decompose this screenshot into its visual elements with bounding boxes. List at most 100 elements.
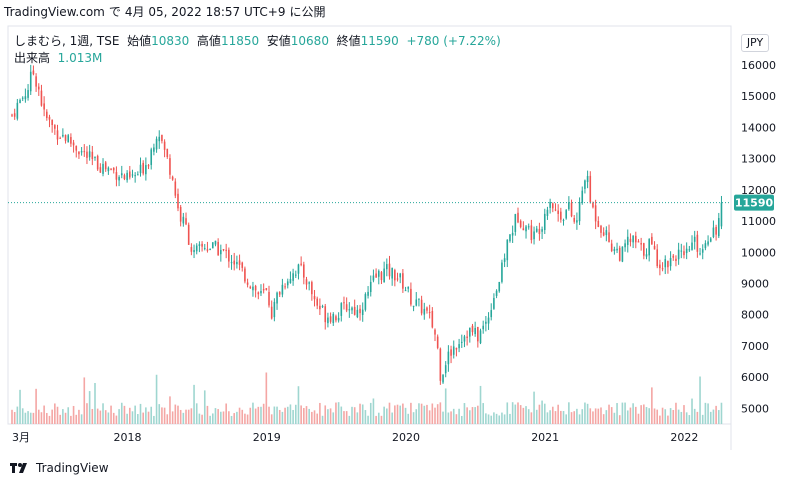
candle-body [163, 141, 166, 150]
volume-bar [444, 388, 447, 424]
candle-body [70, 137, 72, 144]
candle-body [680, 250, 683, 252]
currency-button[interactable]: JPY [741, 34, 769, 52]
candle-body [300, 263, 302, 265]
volume-bar [88, 391, 91, 424]
volume-bar [490, 415, 493, 424]
candle-body [80, 151, 83, 153]
candle-body [487, 317, 490, 324]
volume-bar [693, 408, 696, 424]
volume-bar [343, 411, 345, 424]
volume-bar [701, 414, 704, 424]
volume-bar [278, 409, 281, 424]
volume-bar [383, 406, 385, 424]
volume-bar [324, 405, 327, 424]
candle-body [517, 212, 519, 223]
volume-bar [677, 409, 680, 424]
open-label: 始値 [127, 34, 152, 48]
volume-bar [142, 412, 144, 424]
volume-bar [487, 414, 490, 424]
volume-bar [319, 402, 321, 424]
volume-bar [284, 407, 286, 424]
volume-bar [527, 409, 530, 424]
volume-bar [503, 414, 506, 424]
candle-body [56, 130, 59, 140]
candle-body [605, 230, 608, 236]
volume-bar [479, 385, 482, 424]
candle-body [503, 258, 506, 262]
candle-body [709, 238, 712, 242]
x-tick-label: 2018 [114, 431, 142, 444]
candle-body [509, 234, 511, 242]
volume-bar [353, 407, 356, 424]
volume-bar [27, 411, 29, 424]
candle-body [562, 219, 565, 221]
volume-bar [217, 409, 219, 424]
volume-bar [11, 409, 13, 424]
candle-body [608, 232, 610, 243]
volume-bar [380, 415, 383, 424]
volume-bar [270, 414, 273, 424]
volume-bar [187, 409, 190, 424]
volume-bar [367, 415, 369, 424]
x-tick-label: 2022 [670, 431, 698, 444]
volume-bar [286, 406, 289, 424]
candle-body [677, 249, 680, 260]
candle-body [359, 308, 361, 314]
volume-bar [206, 405, 209, 424]
volume-bar [656, 409, 659, 424]
volume-bar [436, 404, 439, 424]
candle-body [353, 306, 356, 315]
candle-body [40, 90, 43, 106]
volume-bar [463, 403, 466, 424]
low-value: 10680 [290, 34, 329, 48]
candle-body [230, 262, 233, 264]
candle-body [16, 102, 19, 119]
candle-body [179, 207, 182, 222]
volume-bar [485, 413, 487, 424]
volume-bar [578, 414, 581, 424]
volume-bar [316, 413, 319, 424]
volume-bar [717, 410, 720, 424]
volume-bar [412, 412, 415, 424]
candle-body [388, 263, 391, 277]
volume-bar [626, 410, 629, 424]
volume-bar [391, 412, 393, 424]
candle-body [375, 273, 377, 278]
candle-body [565, 210, 567, 219]
volume-bar [426, 404, 428, 424]
volume-bar [541, 400, 543, 424]
volume-bar [59, 414, 61, 424]
candle-body [455, 347, 458, 350]
candle-body [131, 174, 134, 176]
candle-body [391, 267, 393, 279]
candle-body [511, 232, 514, 236]
volume-bar [276, 406, 278, 424]
volume-bar [43, 405, 45, 424]
volume-bar [394, 405, 396, 424]
volume-bar [501, 412, 503, 424]
candle-body [112, 167, 115, 171]
footer-brand[interactable]: TradingView [10, 458, 109, 478]
volume-bar [560, 410, 562, 424]
volume-bar [110, 405, 112, 424]
candle-body [254, 285, 257, 291]
close-value: 11590 [360, 34, 399, 48]
volume-bar [128, 407, 131, 424]
candle-body [482, 325, 484, 330]
candle-body [313, 296, 316, 300]
volume-bar [372, 398, 375, 424]
candle-body [86, 151, 88, 158]
candle-body [83, 151, 86, 153]
volume-bar [699, 376, 701, 424]
candle-body [88, 151, 91, 158]
volume-bar [158, 404, 161, 424]
volume-bar [404, 407, 407, 424]
volume-bar [29, 412, 32, 424]
volume-bar [214, 408, 217, 424]
candle-body [527, 226, 530, 228]
candle-body [311, 282, 313, 295]
candle-body [195, 245, 198, 252]
candle-body [426, 307, 428, 311]
